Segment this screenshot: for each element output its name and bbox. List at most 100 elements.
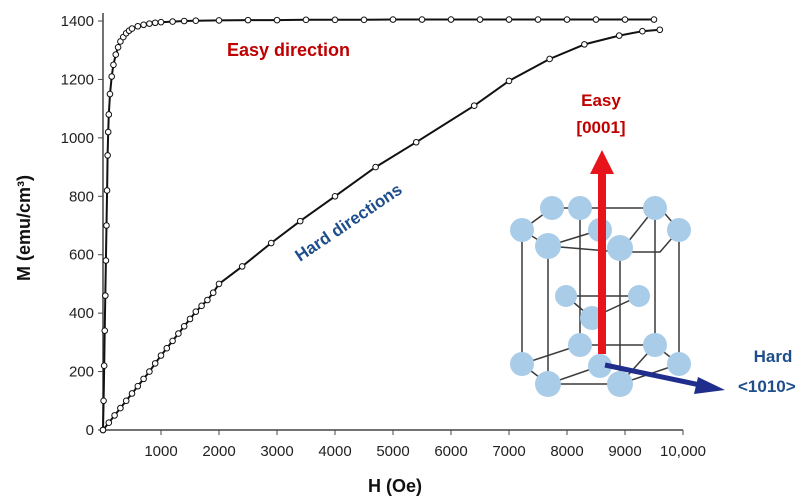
data-point [128, 390, 136, 397]
easy-direction-series [99, 16, 658, 434]
data-point [360, 16, 368, 24]
data-point [621, 16, 629, 23]
data-point [476, 16, 484, 23]
data-point [296, 217, 304, 225]
x-tick-label: 6000 [434, 443, 467, 460]
data-point [204, 296, 211, 304]
series-layer [99, 16, 664, 434]
data-point [110, 61, 117, 69]
y-tick-label: 600 [69, 247, 94, 264]
data-point [134, 382, 142, 390]
y-tick-label: 1000 [61, 130, 94, 147]
hexagonal-crystal-diagram [510, 150, 725, 397]
data-point [209, 289, 217, 296]
series-line [102, 18, 654, 431]
x-tick-label: 10,000 [660, 443, 706, 460]
data-point [639, 27, 646, 35]
hard-axis-index: <1010> [738, 377, 796, 396]
data-point [470, 102, 478, 110]
data-point [505, 16, 513, 23]
x-tick-label: 4000 [318, 443, 351, 460]
data-point [108, 73, 115, 80]
data-point [238, 263, 246, 270]
data-point [302, 16, 310, 24]
data-point [146, 368, 153, 375]
x-tick-label: 8000 [550, 443, 583, 460]
data-point [389, 16, 397, 23]
data-point [104, 128, 112, 136]
hard-axis-label: Hard [754, 347, 793, 366]
data-point [117, 38, 124, 45]
data-point [505, 77, 513, 85]
data-point [103, 187, 111, 194]
data-point [418, 16, 426, 23]
data-point [100, 397, 107, 405]
data-point [215, 17, 223, 24]
data-point [151, 360, 159, 367]
data-point [105, 111, 113, 118]
data-point [99, 426, 107, 434]
data-point [104, 152, 111, 159]
data-point [103, 222, 110, 229]
data-point [146, 20, 153, 27]
data-point [534, 16, 542, 23]
hard-directions-series [99, 26, 664, 434]
y-axis-ticks: 0 200 400 600 800 1000 1200 1400 [61, 13, 103, 439]
easy-direction-label: Easy direction [227, 40, 350, 60]
hard-axis-arrow [604, 362, 725, 394]
hard-directions-label: Hard directions [292, 180, 406, 265]
y-axis-title: M (emu/cm³) [14, 175, 34, 281]
data-point [192, 17, 200, 25]
data-point [157, 352, 165, 359]
x-tick-label: 3000 [260, 443, 293, 460]
data-point [180, 17, 188, 25]
x-axis-title: H (Oe) [368, 476, 422, 496]
data-point [134, 22, 142, 30]
y-tick-label: 1400 [61, 13, 94, 30]
y-tick-label: 800 [69, 188, 94, 205]
data-point [180, 322, 188, 330]
y-tick-label: 200 [69, 364, 94, 381]
data-point [650, 16, 658, 23]
data-point [105, 419, 113, 426]
data-point [100, 362, 108, 370]
data-point [546, 55, 553, 63]
data-point [198, 302, 205, 310]
easy-axis-label: Easy [581, 91, 621, 110]
data-point [140, 375, 147, 383]
data-point [615, 32, 623, 39]
y-tick-label: 400 [69, 305, 94, 322]
data-point [106, 90, 114, 98]
data-point [331, 192, 339, 200]
data-point [244, 16, 252, 24]
data-point [186, 315, 194, 323]
data-point [111, 412, 118, 419]
data-point [128, 25, 136, 32]
data-point [117, 404, 124, 412]
data-point [447, 16, 455, 23]
data-point [215, 280, 223, 288]
data-point [122, 397, 130, 405]
x-tick-label: 1000 [144, 443, 177, 460]
data-point [656, 26, 664, 34]
y-tick-label: 0 [86, 422, 94, 439]
data-point [412, 138, 420, 146]
x-tick-label: 7000 [492, 443, 525, 460]
x-tick-label: 5000 [376, 443, 409, 460]
data-point [114, 43, 122, 51]
data-point [169, 337, 176, 345]
data-point [169, 18, 176, 25]
data-point [157, 18, 165, 26]
data-point [192, 308, 200, 315]
x-tick-label: 2000 [202, 443, 235, 460]
x-tick-label: 9000 [608, 443, 641, 460]
data-point [331, 16, 339, 24]
data-point [102, 292, 109, 299]
data-point [140, 21, 147, 29]
data-point [563, 16, 571, 23]
data-point [267, 239, 275, 247]
data-point [102, 257, 110, 264]
data-point [101, 327, 109, 334]
series-line [102, 28, 660, 431]
